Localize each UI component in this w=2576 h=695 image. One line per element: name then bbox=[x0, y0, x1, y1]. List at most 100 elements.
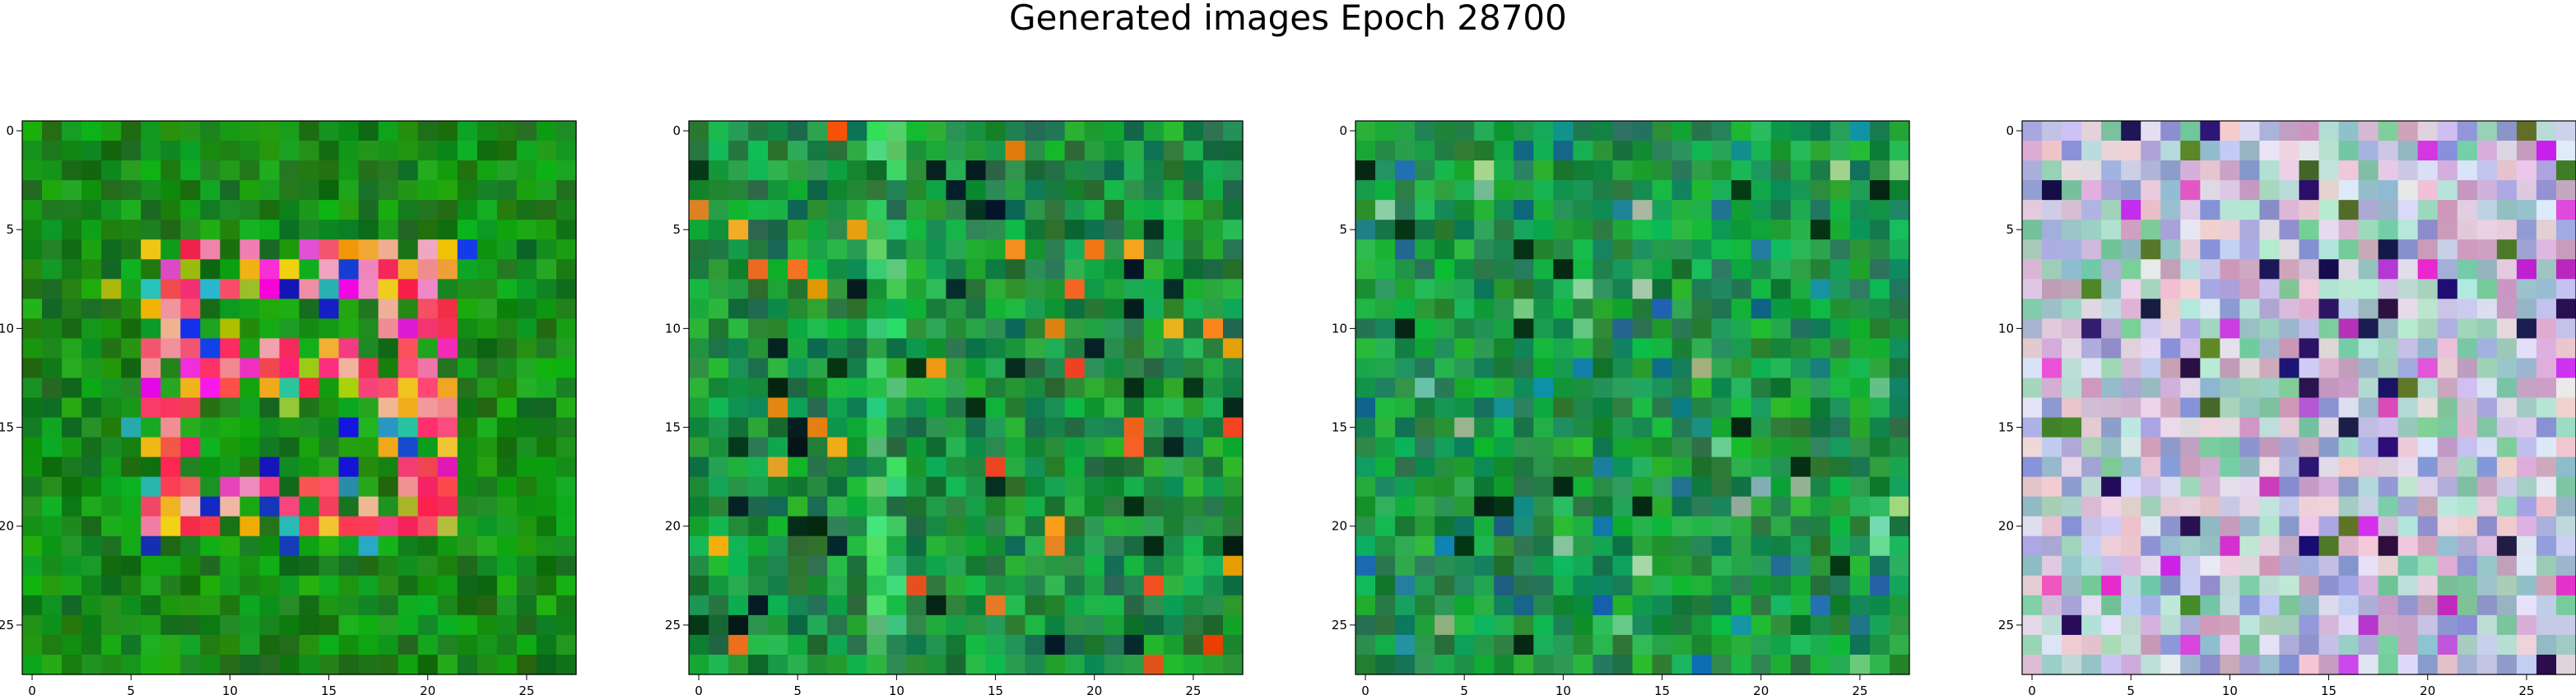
pixel-cell bbox=[1889, 180, 1910, 201]
pixel-cell bbox=[1770, 654, 1792, 675]
pixel-cell bbox=[81, 338, 102, 359]
pixel-cell bbox=[417, 476, 439, 498]
pixel-cell bbox=[2437, 338, 2458, 359]
pixel-cell bbox=[398, 496, 419, 517]
pixel-cell bbox=[748, 516, 769, 537]
axes-frame bbox=[1355, 120, 1910, 675]
pixel-cell bbox=[2536, 318, 2557, 339]
pixel-cell bbox=[1612, 555, 1634, 577]
pixel-cell bbox=[847, 575, 867, 596]
pixel-cell bbox=[1751, 516, 1772, 537]
pixel-cell bbox=[81, 417, 102, 438]
pixel-cell bbox=[2160, 595, 2181, 616]
pixel-cell bbox=[926, 299, 947, 319]
pixel-cell bbox=[1869, 200, 1890, 220]
pixel-cell bbox=[516, 575, 537, 596]
pixel-cell bbox=[1514, 279, 1534, 299]
pixel-cell bbox=[807, 535, 828, 557]
pixel-cell bbox=[1573, 358, 1594, 379]
pixel-cell bbox=[1044, 180, 1066, 201]
pixel-cell bbox=[2062, 220, 2082, 240]
pixel-cell bbox=[1222, 397, 1244, 419]
x-tick-label: 20 bbox=[420, 683, 435, 695]
pixel-cell bbox=[141, 575, 161, 596]
pixel-cell bbox=[1415, 614, 1435, 636]
pixel-cell bbox=[1849, 634, 1871, 656]
pixel-cell bbox=[1790, 259, 1811, 280]
y-tick-label: 15 bbox=[1332, 420, 1347, 435]
pixel-cell bbox=[1064, 476, 1086, 498]
pixel-cell bbox=[417, 496, 439, 517]
pixel-cell bbox=[1790, 555, 1811, 577]
pixel-cell bbox=[398, 614, 419, 636]
pixel-cell bbox=[121, 417, 142, 438]
pixel-cell bbox=[1064, 338, 1086, 359]
pixel-cell bbox=[1494, 397, 1514, 419]
pixel-cell bbox=[1672, 614, 1693, 636]
pixel-cell bbox=[1632, 634, 1653, 656]
pixel-cell bbox=[279, 141, 300, 161]
pixel-cell bbox=[1064, 555, 1086, 577]
pixel-cell bbox=[1202, 614, 1224, 636]
pixel-cell bbox=[200, 239, 221, 260]
pixel-cell bbox=[101, 437, 122, 458]
pixel-cell bbox=[1632, 654, 1653, 675]
pixel-cell bbox=[1202, 121, 1224, 141]
pixel-cell bbox=[2022, 180, 2043, 201]
pixel-cell bbox=[1553, 358, 1574, 379]
pixel-cell bbox=[42, 141, 63, 161]
pixel-cell bbox=[2299, 318, 2320, 339]
pixel-cell bbox=[2022, 456, 2043, 478]
pixel-cell bbox=[2318, 535, 2340, 557]
pixel-cell bbox=[1849, 239, 1871, 260]
pixel-cell bbox=[81, 180, 102, 201]
pixel-cell bbox=[1044, 239, 1066, 260]
pixel-cell bbox=[319, 496, 340, 517]
pixel-cell bbox=[2022, 141, 2043, 161]
pixel-cell bbox=[689, 358, 709, 379]
pixel-cell bbox=[965, 200, 987, 220]
pixel-cell bbox=[2476, 496, 2498, 517]
pixel-cell bbox=[1163, 634, 1184, 656]
pixel-cell bbox=[2200, 634, 2220, 656]
pixel-cell bbox=[2496, 239, 2518, 260]
pixel-cell bbox=[2378, 516, 2399, 537]
pixel-cell bbox=[728, 456, 749, 478]
pixel-cell bbox=[2417, 654, 2439, 675]
pixel-cell bbox=[1612, 220, 1634, 240]
pixel-cell bbox=[1355, 121, 1376, 141]
pixel-cell bbox=[2062, 338, 2082, 359]
pixel-cell bbox=[2259, 358, 2281, 379]
pixel-cell bbox=[1474, 397, 1495, 419]
pixel-cell bbox=[299, 121, 320, 141]
pixel-cell bbox=[516, 614, 537, 636]
pixel-cell bbox=[1889, 259, 1910, 280]
pixel-cell bbox=[2042, 239, 2062, 260]
pixel-cell bbox=[1810, 338, 1831, 359]
pixel-cell bbox=[1593, 121, 1614, 141]
pixel-cell bbox=[2536, 634, 2557, 656]
pixel-cell bbox=[1731, 476, 1752, 498]
pixel-cell bbox=[709, 456, 729, 478]
pixel-cell bbox=[2239, 338, 2261, 359]
pixel-cell bbox=[1375, 318, 1396, 339]
pixel-cell bbox=[807, 318, 828, 339]
pixel-cell bbox=[1553, 299, 1574, 319]
pixel-cell bbox=[748, 378, 769, 399]
pixel-cell bbox=[437, 200, 458, 220]
pixel-cell bbox=[200, 318, 221, 339]
pixel-cell bbox=[1434, 535, 1455, 557]
pixel-cell bbox=[1434, 378, 1455, 399]
pixel-cell bbox=[2180, 516, 2201, 537]
pixel-cell bbox=[1889, 338, 1910, 359]
pixel-cell bbox=[2121, 437, 2141, 458]
pixel-cell bbox=[200, 259, 221, 280]
pixel-cell bbox=[2358, 299, 2379, 319]
pixel-cell bbox=[1770, 535, 1792, 557]
pixel-cell bbox=[2200, 239, 2220, 260]
pixel-cell bbox=[2062, 200, 2082, 220]
pixel-cell bbox=[2358, 338, 2379, 359]
pixel-cell bbox=[299, 338, 320, 359]
pixel-cell bbox=[807, 279, 828, 299]
pixel-cell bbox=[827, 476, 848, 498]
